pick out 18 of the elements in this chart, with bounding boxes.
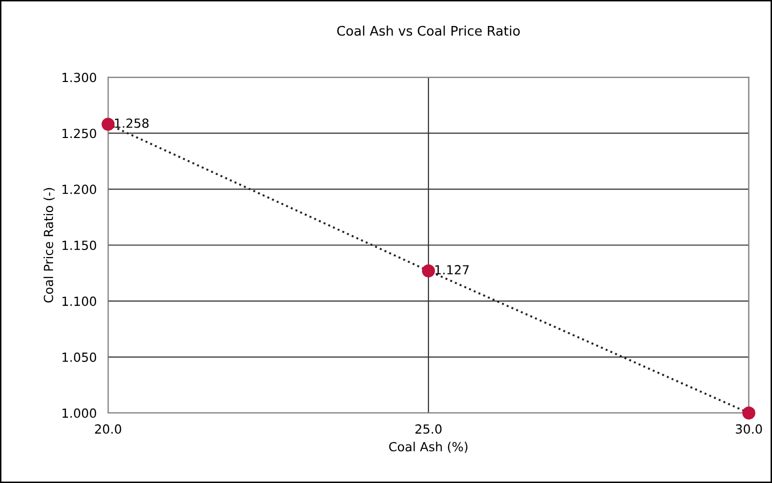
- y-tick-label: 1.000: [62, 408, 96, 418]
- x-tick-label: 25.0: [415, 424, 442, 434]
- y-tick-label: 1.250: [62, 128, 96, 138]
- data-label: 1.127: [435, 265, 469, 274]
- y-tick-label: 1.150: [62, 240, 96, 250]
- data-label: 1.258: [115, 118, 149, 128]
- chart-title: Coal Ash vs Coal Price Ratio: [337, 26, 520, 36]
- x-tick-label: 20.0: [95, 424, 122, 434]
- x-axis-title: Coal Ash (%): [389, 442, 468, 453]
- y-tick-label: 1.050: [62, 352, 96, 362]
- x-tick-label: 30.0: [736, 424, 762, 434]
- y-tick-label: 1.100: [62, 296, 96, 306]
- point: [102, 118, 115, 131]
- point: [422, 264, 435, 278]
- y-axis-title: Coal Price Ratio (-): [44, 188, 55, 303]
- point: [742, 406, 756, 420]
- y-tick-label: 1.200: [62, 184, 96, 194]
- y-tick-label: 1.300: [62, 72, 96, 82]
